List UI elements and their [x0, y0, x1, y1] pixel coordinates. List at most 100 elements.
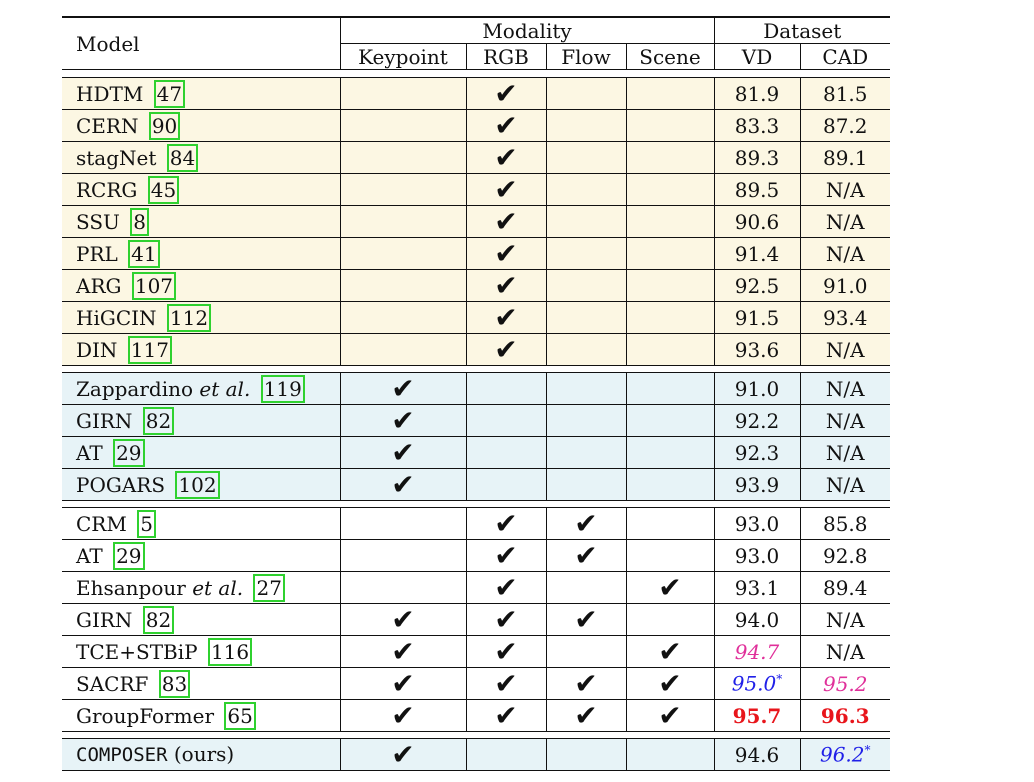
modality-rgb-cell	[466, 738, 547, 771]
table-row: Zappardino et al. 119 ✔ 91.0 N/A	[62, 372, 890, 405]
header-dataset: Dataset	[714, 16, 890, 44]
vd-cell: 95.0*	[714, 667, 801, 700]
cad-cell: 93.4	[800, 301, 890, 334]
table-row: HiGCIN 112 ✔ 91.5 93.4	[62, 300, 890, 334]
citation-link[interactable]: 29	[113, 541, 145, 570]
citation-link[interactable]: 27	[253, 573, 285, 602]
cad-cell: 96.3	[800, 699, 890, 732]
vd-cell: 89.3	[714, 141, 801, 174]
modality-rgb-cell: ✔	[466, 635, 547, 668]
citation-link[interactable]: 112	[166, 303, 212, 332]
cad-value: 87.2	[822, 113, 868, 138]
separator-cell	[62, 500, 890, 508]
cad-cell: 87.2	[800, 109, 890, 142]
model-name: TCE+STBiP	[76, 639, 198, 664]
vd-value: 92.3	[734, 440, 780, 465]
table-row: CRM 5 ✔ ✔ 93.0 85.8	[62, 507, 890, 540]
modality-kp-cell	[340, 237, 467, 270]
model-name: RCRG	[76, 177, 138, 202]
check-icon: ✔	[494, 300, 518, 334]
citation-link[interactable]: 29	[113, 438, 145, 467]
check-icon: ✔	[658, 634, 682, 668]
modality-rgb-cell: ✔	[466, 173, 547, 206]
vd-value: 91.0	[734, 376, 780, 401]
cad-value: N/A	[825, 177, 865, 202]
cad-value: 95.2	[822, 671, 868, 696]
table-row: stagNet 84 ✔ 89.3 89.1	[62, 141, 890, 174]
table-row: RCRG 45 ✔ 89.5 N/A	[62, 173, 890, 206]
separator-cell	[62, 69, 890, 78]
citation-link[interactable]: 47	[153, 79, 186, 108]
model-name: SACRF	[76, 671, 149, 696]
modality-kp-cell	[340, 507, 467, 540]
model-suffix: (ours)	[173, 742, 235, 766]
cad-value: N/A	[825, 639, 865, 664]
group-separator	[62, 69, 890, 78]
table-row: AT 29 ✔ ✔ 93.0 92.8	[62, 539, 890, 572]
check-icon: ✔	[658, 666, 682, 700]
citation-link[interactable]: 107	[131, 271, 177, 300]
model-name: ARG	[76, 273, 122, 298]
citation-link[interactable]: 41	[128, 239, 160, 268]
citation-link[interactable]: 5	[137, 509, 156, 538]
model-name-etal: et al.	[199, 376, 251, 401]
comparison-table: Model Modality Dataset Keypoint RGB Flow…	[62, 16, 890, 771]
cad-cell: N/A	[800, 333, 890, 366]
citation-link[interactable]: 116	[207, 637, 253, 666]
modality-kp-cell	[340, 205, 467, 238]
cad-cell: N/A	[800, 436, 890, 469]
citation-link[interactable]: 117	[127, 335, 172, 364]
check-icon: ✔	[574, 666, 598, 700]
model-name: CERN	[76, 113, 139, 138]
header-modality: Modality	[340, 16, 715, 44]
citation-link[interactable]: 90	[148, 111, 181, 140]
modality-flow-cell	[546, 738, 627, 771]
citation-link[interactable]: 84	[166, 143, 199, 172]
modality-kp-cell: ✔	[340, 602, 467, 636]
model-name: SSU	[76, 209, 120, 234]
vd-cell: 93.0	[714, 539, 801, 572]
citation-link[interactable]: 119	[260, 374, 305, 403]
model-cell: COMPOSER (ours)	[62, 738, 341, 771]
modality-kp-cell	[340, 109, 467, 142]
citation-link[interactable]: 83	[158, 669, 191, 698]
check-icon: ✔	[494, 698, 518, 732]
model-cell: Ehsanpour et al. 27	[62, 571, 341, 604]
model-cell: CRM 5	[62, 507, 341, 540]
cad-value: 91.0	[822, 273, 868, 298]
modality-rgb-cell: ✔	[466, 300, 547, 334]
cad-cell: N/A	[800, 468, 890, 501]
modality-kp-cell: ✔	[340, 468, 467, 501]
model-cell: HDTM 47	[62, 77, 341, 110]
vd-value: 81.9	[734, 81, 780, 106]
header-scene: Scene	[626, 43, 715, 70]
vd-cell: 92.2	[714, 404, 801, 437]
model-name: CRM	[76, 511, 127, 536]
modality-flow-cell	[546, 404, 627, 437]
check-icon: ✔	[391, 435, 415, 469]
modality-flow-cell	[546, 436, 627, 469]
modality-scene-cell	[626, 237, 715, 270]
citation-link[interactable]: 8	[130, 207, 149, 236]
citation-link[interactable]: 65	[224, 701, 256, 730]
check-icon: ✔	[391, 602, 415, 636]
citation-link[interactable]: 82	[142, 406, 175, 435]
table-row: POGARS 102 ✔ 93.9 N/A	[62, 468, 890, 501]
check-icon: ✔	[574, 698, 598, 732]
vd-cell: 83.3	[714, 109, 801, 142]
vd-value: 94.0	[734, 607, 780, 632]
cad-value: 96.2	[819, 742, 865, 767]
modality-scene-cell: ✔	[626, 634, 715, 668]
modality-kp-cell	[340, 173, 467, 206]
vd-cell: 94.7	[714, 635, 801, 668]
model-cell: GIRN 82	[62, 404, 341, 437]
citation-link[interactable]: 102	[175, 470, 220, 499]
check-icon: ✔	[494, 236, 518, 270]
cad-cell: 92.8	[800, 539, 890, 572]
vd-cell: 92.5	[714, 269, 801, 302]
model-name: DIN	[76, 337, 118, 362]
group-separator	[62, 365, 890, 373]
citation-link[interactable]: 45	[147, 175, 180, 204]
citation-link[interactable]: 82	[142, 605, 175, 634]
vd-value: 93.1	[734, 575, 780, 600]
